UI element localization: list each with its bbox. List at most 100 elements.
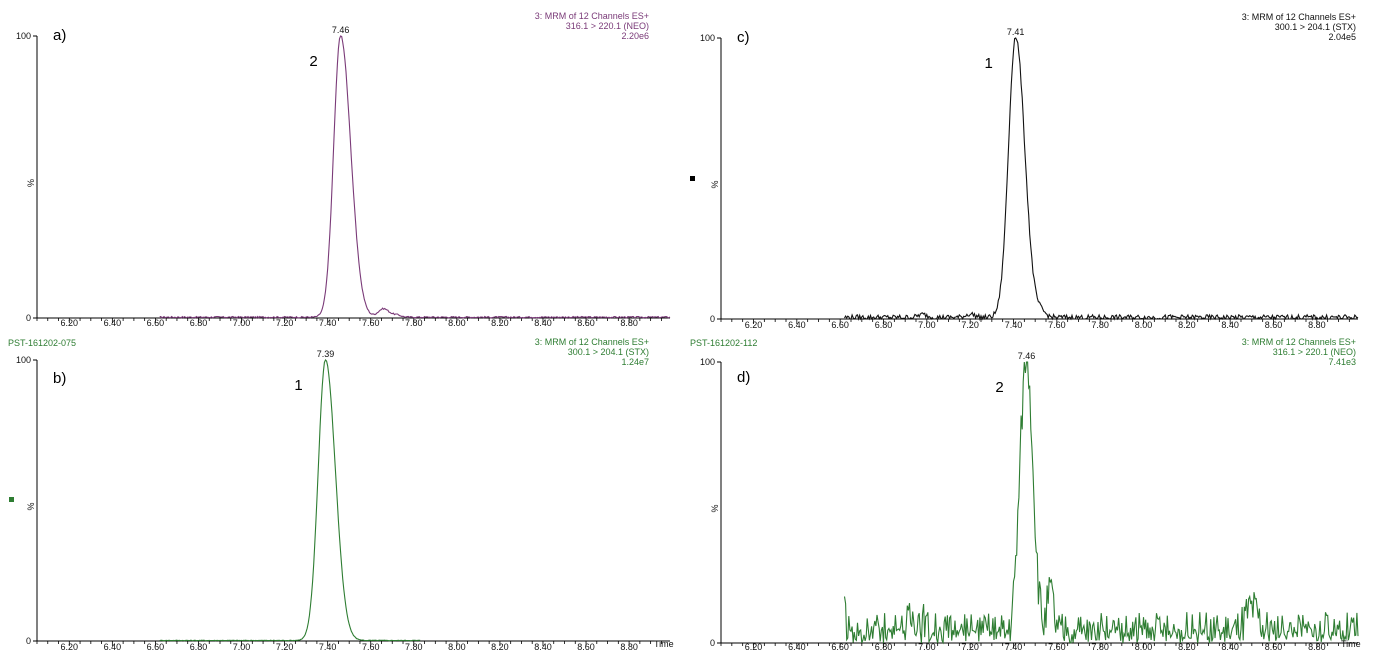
x-tick-label: 7.80 bbox=[1091, 320, 1109, 330]
channel-header-line: 3: MRM of 12 Channels ES+ bbox=[1242, 337, 1356, 347]
panel-letter: b) bbox=[53, 370, 66, 387]
x-tick-label: 6.20 bbox=[61, 642, 79, 652]
x-tick-label: 6.20 bbox=[745, 320, 763, 330]
x-tick-label: 8.00 bbox=[1135, 642, 1153, 652]
channel-header-line: 3: MRM of 12 Channels ES+ bbox=[1242, 12, 1356, 22]
channel-header-line: 7.41e3 bbox=[1328, 357, 1356, 367]
peak-number-label: 2 bbox=[309, 53, 317, 70]
x-tick-label: 6.60 bbox=[147, 318, 165, 328]
x-tick-label: 6.40 bbox=[788, 320, 806, 330]
x-tick-label: 6.20 bbox=[61, 318, 79, 328]
x-tick-label: 7.00 bbox=[918, 320, 936, 330]
x-tick-label: 6.60 bbox=[831, 320, 849, 330]
x-tick-label: 7.20 bbox=[961, 642, 979, 652]
chromatogram-trace bbox=[159, 35, 671, 319]
y-tick-label: 0 bbox=[26, 313, 31, 323]
x-tick-label: 8.20 bbox=[491, 318, 509, 328]
y-tick-label: 100 bbox=[700, 33, 715, 43]
x-tick-label: 7.20 bbox=[276, 318, 294, 328]
x-axis-label: Time bbox=[654, 639, 674, 649]
y-tick-label: 100 bbox=[16, 31, 31, 41]
channel-header-line: 3: MRM of 12 Channels ES+ bbox=[535, 337, 649, 347]
panel-b: 0 100% 6.20 6.40 6.60 6.80 7.00 7.20 7.40 7.60 7.8… bbox=[8, 337, 674, 652]
y-tick-label: 0 bbox=[26, 636, 31, 646]
x-tick-label: 8.60 bbox=[577, 642, 595, 652]
panel-letter: d) bbox=[737, 369, 750, 386]
x-tick-label: 7.40 bbox=[319, 642, 337, 652]
x-tick-label: 6.80 bbox=[190, 318, 208, 328]
peak-rt-label: 7.46 bbox=[1018, 351, 1036, 361]
x-tick-label: 8.40 bbox=[534, 318, 552, 328]
x-tick-label: 7.20 bbox=[961, 320, 979, 330]
x-tick-label: 6.40 bbox=[104, 318, 122, 328]
x-tick-label: 8.40 bbox=[1221, 320, 1239, 330]
marker-square bbox=[690, 176, 695, 181]
y-tick-label: 100 bbox=[16, 355, 31, 365]
x-tick-label: 8.40 bbox=[1221, 642, 1239, 652]
sample-id-label: PST-161202-075 bbox=[8, 338, 76, 348]
x-tick-label: 7.80 bbox=[405, 318, 423, 328]
y-axis-label: % bbox=[26, 179, 36, 187]
y-axis-label: % bbox=[710, 504, 720, 512]
x-tick-label: 8.00 bbox=[1135, 320, 1153, 330]
x-tick-label: 7.00 bbox=[233, 318, 251, 328]
x-tick-label: 8.00 bbox=[448, 642, 466, 652]
panel-a: 0 100% 6.20 6.40 6.60 6.80 7.00 7.20 7.40 7.60 7.8… bbox=[16, 11, 671, 328]
channel-header-line: 300.1 > 204.1 (STX) bbox=[568, 347, 649, 357]
y-tick-label: 0 bbox=[710, 638, 715, 648]
x-tick-label: 8.60 bbox=[1265, 642, 1283, 652]
marker-square bbox=[9, 497, 14, 502]
x-tick-label: 7.00 bbox=[233, 642, 251, 652]
channel-header-line: 300.1 > 204.1 (STX) bbox=[1275, 22, 1356, 32]
x-tick-label: 8.40 bbox=[534, 642, 552, 652]
x-tick-label: 7.80 bbox=[1091, 642, 1109, 652]
x-tick-label: 7.40 bbox=[1005, 642, 1023, 652]
x-tick-label: 8.80 bbox=[620, 318, 638, 328]
x-axis-label: Time bbox=[1341, 639, 1361, 649]
channel-header-line: 2.20e6 bbox=[621, 31, 649, 41]
x-tick-label: 7.40 bbox=[319, 318, 337, 328]
panel-letter: a) bbox=[53, 27, 66, 44]
channel-header-line: 2.04e5 bbox=[1328, 32, 1356, 42]
peak-number-label: 2 bbox=[995, 379, 1003, 396]
chromatogram-trace bbox=[159, 359, 421, 642]
x-tick-label: 8.60 bbox=[577, 318, 595, 328]
x-tick-label: 8.60 bbox=[1265, 320, 1283, 330]
channel-header-line: 1.24e7 bbox=[621, 357, 649, 367]
channel-header-line: 3: MRM of 12 Channels ES+ bbox=[535, 11, 649, 21]
chromatogram-trace bbox=[844, 37, 1359, 321]
peak-number-label: 1 bbox=[984, 55, 992, 72]
y-tick-label: 100 bbox=[700, 357, 715, 367]
x-tick-label: 7.20 bbox=[276, 642, 294, 652]
x-tick-label: 6.60 bbox=[147, 642, 165, 652]
x-tick-label: 7.60 bbox=[362, 642, 380, 652]
x-tick-label: 6.20 bbox=[745, 642, 763, 652]
x-tick-label: 8.00 bbox=[448, 318, 466, 328]
panel-c: 0 100% 6.20 6.40 6.60 6.80 7.00 7.20 7.40 7.60 7.8… bbox=[690, 12, 1359, 330]
x-tick-label: 7.00 bbox=[918, 642, 936, 652]
x-tick-label: 8.80 bbox=[1308, 320, 1326, 330]
x-tick-label: 6.40 bbox=[104, 642, 122, 652]
x-tick-label: 6.80 bbox=[875, 642, 893, 652]
x-tick-label: 8.80 bbox=[1308, 642, 1326, 652]
peak-rt-label: 7.41 bbox=[1007, 27, 1025, 37]
x-tick-label: 8.20 bbox=[491, 642, 509, 652]
x-tick-label: 8.80 bbox=[620, 642, 638, 652]
x-tick-label: 8.20 bbox=[1178, 642, 1196, 652]
chromatogram-trace bbox=[843, 361, 1359, 645]
channel-header-line: 316.1 > 220.1 (NEO) bbox=[566, 21, 649, 31]
y-tick-label: 0 bbox=[710, 314, 715, 324]
x-tick-label: 7.60 bbox=[1048, 320, 1066, 330]
x-tick-label: 6.80 bbox=[875, 320, 893, 330]
channel-header-line: 316.1 > 220.1 (NEO) bbox=[1273, 347, 1356, 357]
peak-number-label: 1 bbox=[294, 377, 302, 394]
x-tick-label: 6.60 bbox=[831, 642, 849, 652]
x-tick-label: 6.40 bbox=[788, 642, 806, 652]
panel-d: 0 100% 6.20 6.40 6.60 6.80 7.00 7.20 7.40 7.60 7.8… bbox=[690, 337, 1361, 652]
y-axis-label: % bbox=[710, 180, 720, 188]
y-axis-label: % bbox=[26, 502, 36, 510]
x-tick-label: 7.80 bbox=[405, 642, 423, 652]
x-tick-label: 6.80 bbox=[190, 642, 208, 652]
peak-rt-label: 7.46 bbox=[332, 25, 350, 35]
